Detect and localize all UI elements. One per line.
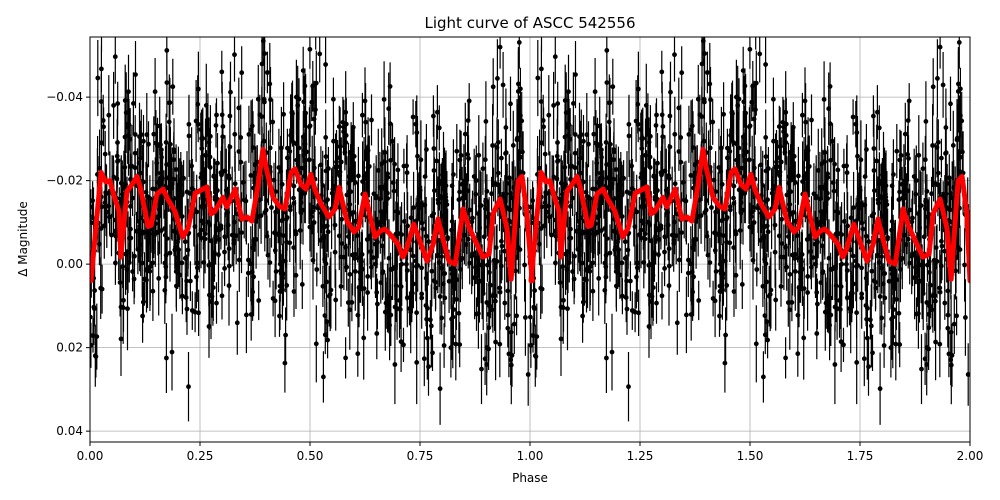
y-tick-label: 0.04 (56, 424, 83, 438)
x-tick-label: 0.50 (297, 449, 324, 463)
y-tick-label: −0.02 (46, 174, 83, 188)
y-axis-label: Δ Magnitude (16, 201, 30, 277)
x-tick-label: 2.00 (957, 449, 984, 463)
y-axis-ticks: −0.04 −0.02 0.00 0.02 0.04 (46, 90, 90, 438)
model-curve (90, 146, 970, 284)
x-tick-label: 1.75 (847, 449, 874, 463)
x-axis-ticks: 0.00 0.25 0.50 0.75 1.00 1.25 1.50 1.75 2.00 (77, 442, 984, 463)
y-tick-label: 0.00 (56, 257, 83, 271)
x-tick-label: 0.00 (77, 449, 104, 463)
x-tick-label: 0.75 (407, 449, 434, 463)
y-tick-label: 0.02 (56, 341, 83, 355)
observation-points (90, 37, 970, 425)
x-axis-label: Phase (512, 471, 548, 485)
x-tick-label: 0.25 (187, 449, 214, 463)
x-tick-label: 1.00 (517, 449, 544, 463)
x-tick-label: 1.25 (627, 449, 654, 463)
y-tick-label: −0.04 (46, 90, 83, 104)
plot-area (89, 36, 971, 443)
x-tick-label: 1.50 (737, 449, 764, 463)
chart-title: Light curve of ASCC 542556 (425, 14, 636, 32)
